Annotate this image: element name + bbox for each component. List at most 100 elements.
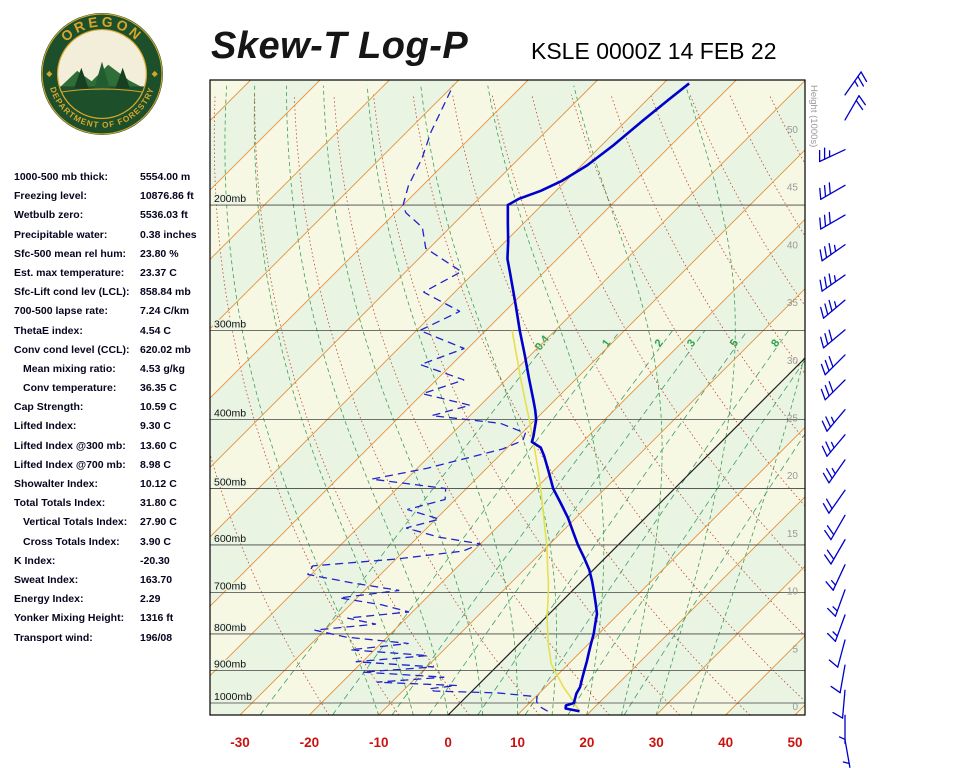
height-tick: 30 [787, 356, 799, 367]
height-tick: 0 [792, 702, 798, 713]
height-axis-label: Height (1000s) [808, 85, 819, 147]
pressure-label: 900mb [214, 658, 246, 670]
height-tick: 10 [787, 587, 799, 598]
parcel-trace [511, 330, 581, 712]
index-row: Wetbulb zero: 5536.03 ft [14, 206, 214, 225]
index-row: Mean mixing ratio: 4.53 g/kg [14, 360, 214, 379]
index-value: 27.90 C [140, 516, 177, 529]
index-value: 0.38 inches [140, 228, 197, 241]
index-label: Wetbulb zero: [14, 209, 84, 222]
index-value: 163.70 [140, 573, 173, 586]
index-label: Precipitable water: [14, 228, 108, 241]
pressure-lines: 200mb 300mb 400mb 500mb 600mb 700mb 800mb 900mb… [210, 192, 805, 705]
page-title: Skew-T Log-P [211, 25, 469, 67]
index-label: Showalter Index: [14, 478, 99, 490]
index-row: Est. max temperature: 23.37 C [14, 264, 214, 283]
mixing-ratio-lines [259, 330, 805, 715]
index-row: Transport wind: 196/08 [14, 629, 214, 648]
height-tick: 5 [792, 644, 798, 655]
isotherms [210, 80, 805, 715]
index-value: 8.98 C [140, 458, 171, 471]
pressure-label: 200mb [214, 193, 246, 205]
index-row: 1000-500 mb thick: 5554.00 m [14, 168, 214, 187]
index-label: Transport wind: [14, 631, 93, 644]
temp-axis: -30 -20 -10 0 10 20 30 40 50 [230, 735, 802, 750]
temp-axis-tick: 20 [579, 735, 594, 750]
pressure-label: 500mb [214, 477, 246, 489]
pressure-label: 1000mb [214, 691, 252, 703]
index-row: Showalter Index: 10.12 C [14, 475, 214, 494]
logo-river-line [57, 88, 147, 94]
index-value: 9.30 C [140, 420, 171, 433]
index-row: Sweat Index: 163.70 [14, 571, 214, 590]
dewpoint-trace [307, 85, 548, 712]
index-label: Vertical Totals Index: [23, 516, 128, 529]
index-row: Cap Strength: 10.59 C [14, 398, 214, 417]
height-tick: 40 [787, 240, 799, 251]
temp-axis-tick: 50 [787, 735, 802, 750]
temp-axis-tick: -30 [230, 735, 250, 750]
index-row: Yonker Mixing Height: 1316 ft [14, 609, 214, 628]
pressure-label: 700mb [214, 581, 246, 593]
wind-barb-column [818, 71, 868, 768]
index-value: 13.60 C [140, 439, 177, 452]
temp-axis-tick: 40 [718, 735, 733, 750]
index-row: Freezing level: 10876.86 ft [14, 187, 214, 206]
index-row: Lifted Index @700 mb: 8.98 C [14, 456, 214, 475]
index-row: K Index: -20.30 [14, 552, 214, 571]
index-label: Sfc-500 mean rel hum: [14, 247, 127, 260]
index-label: Lifted Index @700 mb: [14, 458, 126, 471]
index-row: ThetaE index: 4.54 C [14, 322, 214, 341]
index-label: Cap Strength: [14, 401, 84, 414]
pressure-label: 600mb [214, 533, 246, 545]
height-tick: 15 [787, 529, 799, 540]
indices-panel: 1000-500 mb thick: 5554.00 m Freezing leve… [14, 168, 214, 648]
temp-axis-tick: -20 [300, 735, 320, 750]
index-label: Conv cond level (CCL): [14, 343, 130, 356]
temp-axis-tick: 30 [649, 735, 664, 750]
index-label: ThetaE index: [14, 324, 83, 337]
index-label: Sweat Index: [14, 573, 79, 586]
index-label: Sfc-Lift cond lev (LCL): [14, 286, 130, 299]
index-value: 36.35 C [140, 382, 177, 395]
index-label: Est. max temperature: [14, 266, 125, 279]
index-row: Lifted Index: 9.30 C [14, 417, 214, 436]
index-row: Sfc-Lift cond lev (LCL): 858.84 mb [14, 283, 214, 302]
index-value: 7.24 C/km [140, 305, 190, 318]
logo-tree-icon [115, 67, 130, 89]
temp-axis-tick: 10 [510, 735, 525, 750]
logo-tree-icon [93, 61, 111, 91]
logo-tree-icon [74, 67, 89, 89]
chart-frame [209, 79, 806, 716]
index-value: 10.59 C [140, 401, 177, 414]
index-value: 2.29 [140, 593, 161, 606]
height-tick: 45 [787, 183, 799, 194]
index-value: 858.84 mb [140, 286, 191, 299]
index-value: 196/08 [140, 631, 173, 644]
index-row: Energy Index: 2.29 [14, 590, 214, 609]
index-row: Lifted Index @300 mb: 13.60 C [14, 437, 214, 456]
index-row: Sfc-500 mean rel hum: 23.80 % [14, 245, 214, 264]
index-value: 1316 ft [140, 612, 174, 625]
index-row: Total Totals Index: 31.80 C [14, 494, 214, 513]
index-row: Conv cond level (CCL): 620.02 mb [14, 341, 214, 360]
odf-logo: OREGON DEPARTMENT OF FORESTRY [41, 13, 163, 135]
index-label: Cross Totals Index: [23, 535, 120, 548]
index-value: 5554.00 m [140, 171, 191, 183]
index-label: Lifted Index: [14, 420, 77, 433]
pressure-label: 300mb [214, 318, 246, 330]
index-value: 10.12 C [140, 478, 177, 490]
index-value: 23.37 C [140, 266, 177, 279]
index-label: 1000-500 mb thick: [14, 171, 108, 183]
index-row: Cross Totals Index: 3.90 C [14, 533, 214, 552]
index-value: 4.54 C [140, 324, 171, 337]
index-value: 31.80 C [140, 497, 177, 510]
pressure-label: 800mb [214, 622, 246, 634]
index-label: Conv temperature: [23, 382, 117, 395]
station-datetime: KSLE 0000Z 14 FEB 22 [531, 38, 777, 64]
height-tick: 25 [787, 414, 799, 425]
temp-axis-tick: -10 [369, 735, 389, 750]
logo-outer-border [41, 13, 163, 135]
